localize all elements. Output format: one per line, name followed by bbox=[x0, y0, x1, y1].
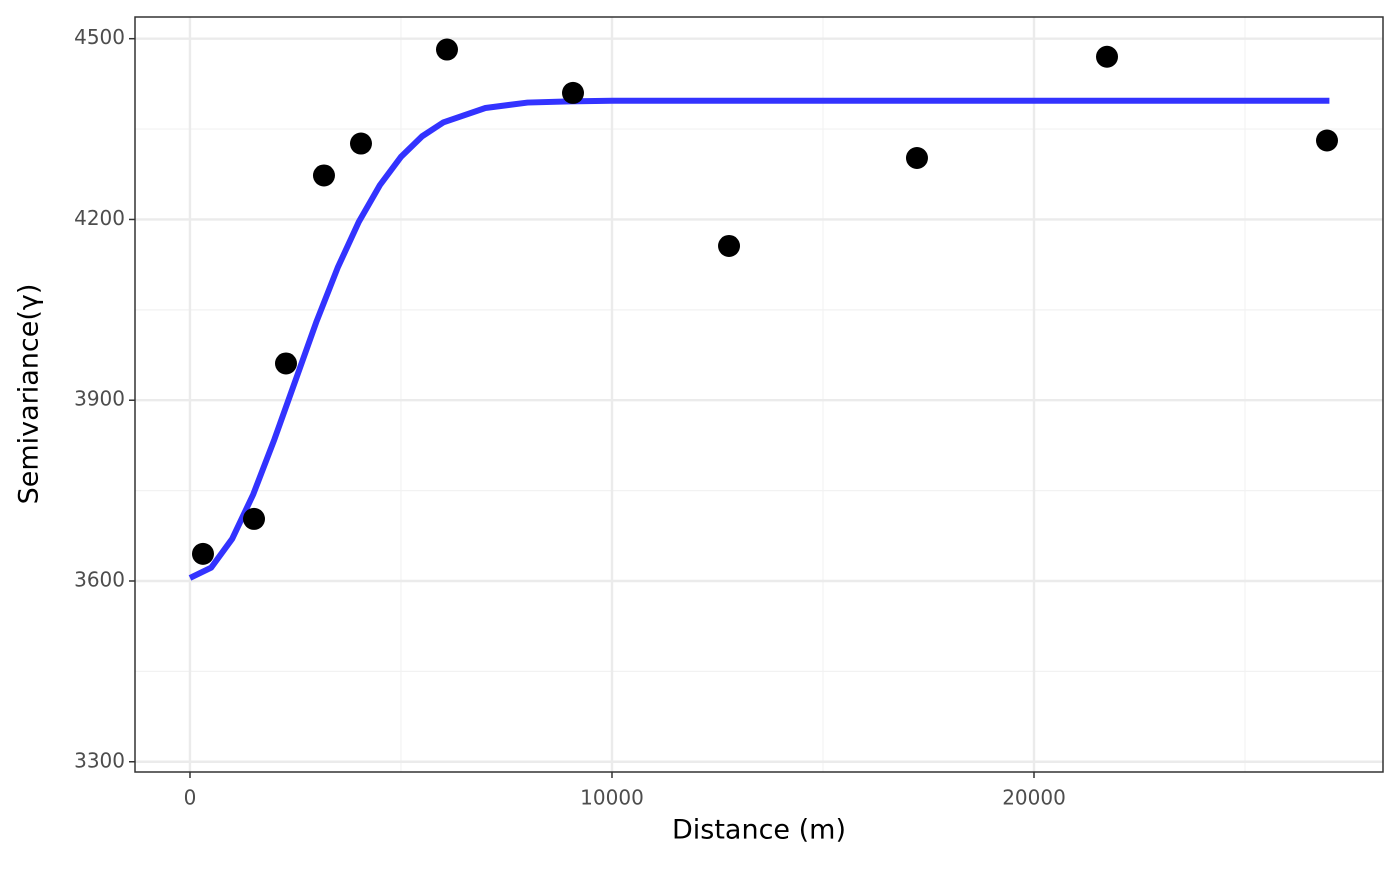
point bbox=[1096, 45, 1119, 68]
point bbox=[191, 542, 214, 565]
point bbox=[905, 146, 928, 169]
y-tick-label: 3300 bbox=[74, 748, 125, 772]
y-tick-label: 3900 bbox=[74, 387, 125, 411]
point bbox=[718, 234, 741, 257]
point bbox=[312, 164, 335, 187]
fit-line bbox=[188, 97, 1330, 581]
point bbox=[243, 507, 266, 530]
y-tick-label: 3600 bbox=[74, 567, 125, 591]
x-axis-title: Distance (m) bbox=[672, 815, 846, 846]
y-tick-label: 4500 bbox=[74, 25, 125, 49]
point bbox=[562, 81, 585, 104]
x-tick-label: 10000 bbox=[580, 786, 644, 810]
point bbox=[435, 38, 458, 61]
y-axis-title: Semivariance(γ) bbox=[14, 284, 45, 505]
point bbox=[349, 132, 372, 155]
x-tick-label: 0 bbox=[184, 786, 197, 810]
y-tick-label: 4200 bbox=[74, 206, 125, 230]
point bbox=[274, 352, 297, 375]
panel-border bbox=[134, 16, 1384, 773]
x-tick-label: 20000 bbox=[1002, 786, 1066, 810]
point bbox=[1315, 129, 1338, 152]
